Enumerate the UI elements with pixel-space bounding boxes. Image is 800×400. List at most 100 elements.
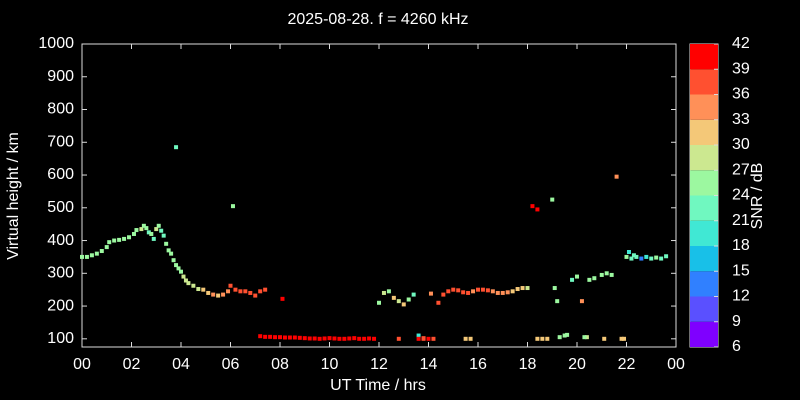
- data-point: [347, 336, 352, 341]
- colorbar-tick-label: 15: [732, 262, 750, 279]
- data-point: [228, 283, 233, 288]
- colorbar-band: [690, 321, 718, 347]
- data-point: [122, 236, 127, 241]
- colorbar-label: SNR / dB: [749, 163, 766, 230]
- data-point: [582, 335, 587, 340]
- data-point: [431, 336, 436, 341]
- data-point: [176, 266, 181, 271]
- colorbar-tick-label: 36: [732, 86, 750, 103]
- data-point: [216, 293, 221, 298]
- data-point: [471, 289, 476, 294]
- data-point: [337, 336, 342, 341]
- data-point: [226, 289, 231, 294]
- data-point: [99, 249, 104, 254]
- data-point: [416, 333, 421, 338]
- colorbar-tick-label: 30: [732, 136, 750, 153]
- data-point: [530, 204, 535, 209]
- colorbar-tick-label: 21: [732, 212, 750, 229]
- colorbar-tick-label: 9: [732, 313, 741, 330]
- data-point: [159, 228, 164, 233]
- data-point: [169, 251, 174, 256]
- data-point: [302, 336, 307, 341]
- data-point: [629, 256, 634, 261]
- data-point: [446, 289, 451, 294]
- data-point: [342, 336, 347, 341]
- data-point: [644, 254, 649, 259]
- colorbar-tick-label: 6: [732, 338, 741, 355]
- data-point: [626, 250, 631, 255]
- colorbar-band: [690, 246, 718, 272]
- data-point: [428, 291, 433, 296]
- data-point: [505, 290, 510, 295]
- data-point: [258, 289, 263, 294]
- data-point: [282, 335, 287, 340]
- data-point: [287, 335, 292, 340]
- data-point: [406, 297, 411, 302]
- colorbar-tick-label: 33: [732, 111, 750, 128]
- data-point: [525, 286, 530, 291]
- data-point: [535, 336, 540, 341]
- data-point: [263, 334, 268, 339]
- x-tick-label: 14: [420, 356, 438, 373]
- data-point: [211, 292, 216, 297]
- data-point: [416, 336, 421, 341]
- x-tick-label: 02: [123, 356, 141, 373]
- data-point: [89, 253, 94, 258]
- data-point: [94, 251, 99, 256]
- data-point: [485, 288, 490, 293]
- data-point: [206, 290, 211, 295]
- data-point: [327, 336, 332, 341]
- data-point: [362, 336, 367, 341]
- y-tick-label: 100: [47, 330, 74, 347]
- x-tick-label: 06: [222, 356, 240, 373]
- data-point: [273, 335, 278, 340]
- data-point: [476, 287, 480, 292]
- data-point: [112, 238, 117, 243]
- data-point: [500, 290, 505, 295]
- data-point: [609, 272, 614, 277]
- data-point: [292, 335, 297, 340]
- data-point: [421, 336, 426, 341]
- data-point: [631, 253, 636, 258]
- data-point: [107, 240, 112, 245]
- data-point: [468, 336, 473, 341]
- y-tick-label: 900: [47, 68, 74, 85]
- colorbar-tick-label: 27: [732, 161, 750, 178]
- y-tick-label: 600: [47, 166, 74, 183]
- data-point: [510, 289, 515, 294]
- data-point: [258, 334, 263, 339]
- data-point: [117, 237, 122, 242]
- data-point: [391, 295, 396, 300]
- data-point: [230, 204, 235, 209]
- colorbar-band: [690, 69, 718, 95]
- data-point: [463, 336, 468, 341]
- data-point: [592, 276, 597, 281]
- data-point: [480, 287, 485, 292]
- data-point: [181, 274, 186, 279]
- y-tick-label: 400: [47, 232, 74, 249]
- data-point: [253, 293, 258, 298]
- data-point: [466, 290, 471, 295]
- data-point: [411, 292, 416, 297]
- data-point: [639, 256, 644, 261]
- data-point: [557, 335, 562, 340]
- data-point: [161, 233, 166, 238]
- data-point: [599, 272, 604, 277]
- data-point: [307, 336, 312, 341]
- data-point: [151, 236, 156, 241]
- x-tick-label: 10: [321, 356, 339, 373]
- data-point: [201, 287, 206, 292]
- data-point: [164, 241, 169, 246]
- x-tick-label: 12: [370, 356, 388, 373]
- colorbar-tick-label: 12: [732, 288, 750, 305]
- y-tick-label: 300: [47, 265, 74, 282]
- data-point: [520, 286, 525, 291]
- data-point: [401, 302, 406, 307]
- data-point: [584, 335, 589, 340]
- data-point: [456, 288, 461, 293]
- data-point: [171, 258, 176, 263]
- y-tick-label: 200: [47, 297, 74, 314]
- data-point: [436, 300, 441, 305]
- data-point: [575, 274, 579, 279]
